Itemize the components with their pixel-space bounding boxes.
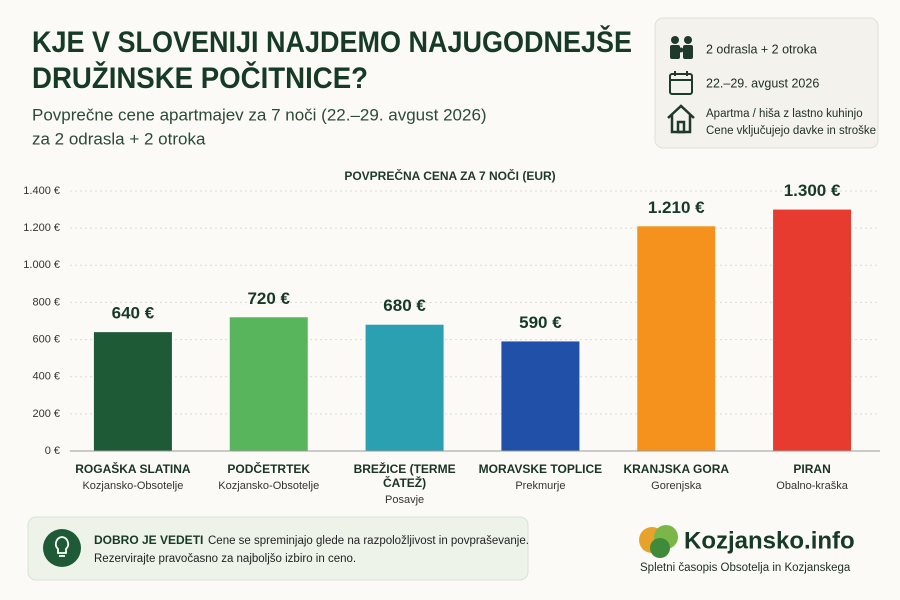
info-text: 22.–29. avgust 2026 <box>706 76 819 90</box>
bar <box>501 341 580 451</box>
y-tick-label: 1.200 € <box>23 222 60 234</box>
brand: Kozjansko.info <box>684 527 855 554</box>
region-label: Gorenjska <box>651 480 702 492</box>
house-icon <box>667 104 695 134</box>
region-label: Posavje <box>385 494 425 506</box>
calendar-icon <box>669 71 693 95</box>
tip-text: Rezervirajte pravočasno za najboljšo izb… <box>94 553 356 565</box>
region-label: Obalno-kraška <box>776 480 848 492</box>
bar <box>229 317 308 451</box>
bar <box>637 226 716 451</box>
title: DRUŽINSKE POČITNICE? <box>32 61 368 95</box>
tip-box <box>27 516 529 581</box>
logo-icon <box>639 525 678 558</box>
category-label: ROGAŠKA SLATINA <box>75 462 191 476</box>
info-box <box>654 17 879 149</box>
category-label: BREŽICE (TERME ČATEŽ) <box>353 462 456 490</box>
region-label: Prekmurje <box>515 480 566 492</box>
value-label: 720 € <box>247 289 290 308</box>
region-label: Kozjansko-Obsotelje <box>218 480 320 492</box>
bar <box>773 209 852 451</box>
value-label: 1.210 € <box>648 198 705 217</box>
y-tick-label: 1.000 € <box>23 259 60 271</box>
title: KJE V SLOVENIJI NAJDEMO NAJUGODNEJŠE <box>32 25 632 59</box>
y-tick-label: 0 € <box>45 445 60 457</box>
y-tick-label: 400 € <box>32 371 60 383</box>
family-icon <box>670 36 693 59</box>
value-label: 590 € <box>519 313 562 332</box>
value-label: 640 € <box>112 304 155 323</box>
y-tick-label: 600 € <box>32 333 60 345</box>
value-label: 680 € <box>383 296 426 315</box>
bar <box>365 324 444 451</box>
subtitle: za 2 odrasla + 2 otroka <box>32 129 206 148</box>
chart-title: POVPREČNA CENA ZA 7 NOČI (EUR) <box>344 168 555 183</box>
y-tick-label: 1.400 € <box>23 185 60 197</box>
tip-text: Cene se spreminjajo glede na razpoložlji… <box>208 535 529 547</box>
region-label: Kozjansko-Obsotelje <box>82 480 184 492</box>
value-label: 1.300 € <box>784 181 841 200</box>
y-tick-label: 800 € <box>32 296 60 308</box>
info-text: Apartma / hiša z lastno kuhinjo <box>706 108 863 120</box>
category-label: KRANJSKA GORA <box>623 462 730 476</box>
info-text: Cene vključujejo davke in stroške <box>706 125 876 137</box>
category-label: PIRAN <box>793 462 831 476</box>
subtitle: Povprečne cene apartmajev za 7 noči (22.… <box>32 105 487 124</box>
brand-tagline: Spletni časopis Obsotelja in Kozjanskega <box>640 562 851 574</box>
bulb <box>54 536 70 557</box>
tip-icon <box>43 529 81 567</box>
category-label: PODČETRTEK <box>227 462 311 476</box>
bar <box>93 332 172 451</box>
y-tick-label: 200 € <box>32 408 60 420</box>
info-text: 2 odrasla + 2 otroka <box>706 42 817 56</box>
tip-heading: DOBRO JE VEDETI <box>94 533 203 547</box>
category-label: MORAVSKE TOPLICE <box>478 462 603 476</box>
